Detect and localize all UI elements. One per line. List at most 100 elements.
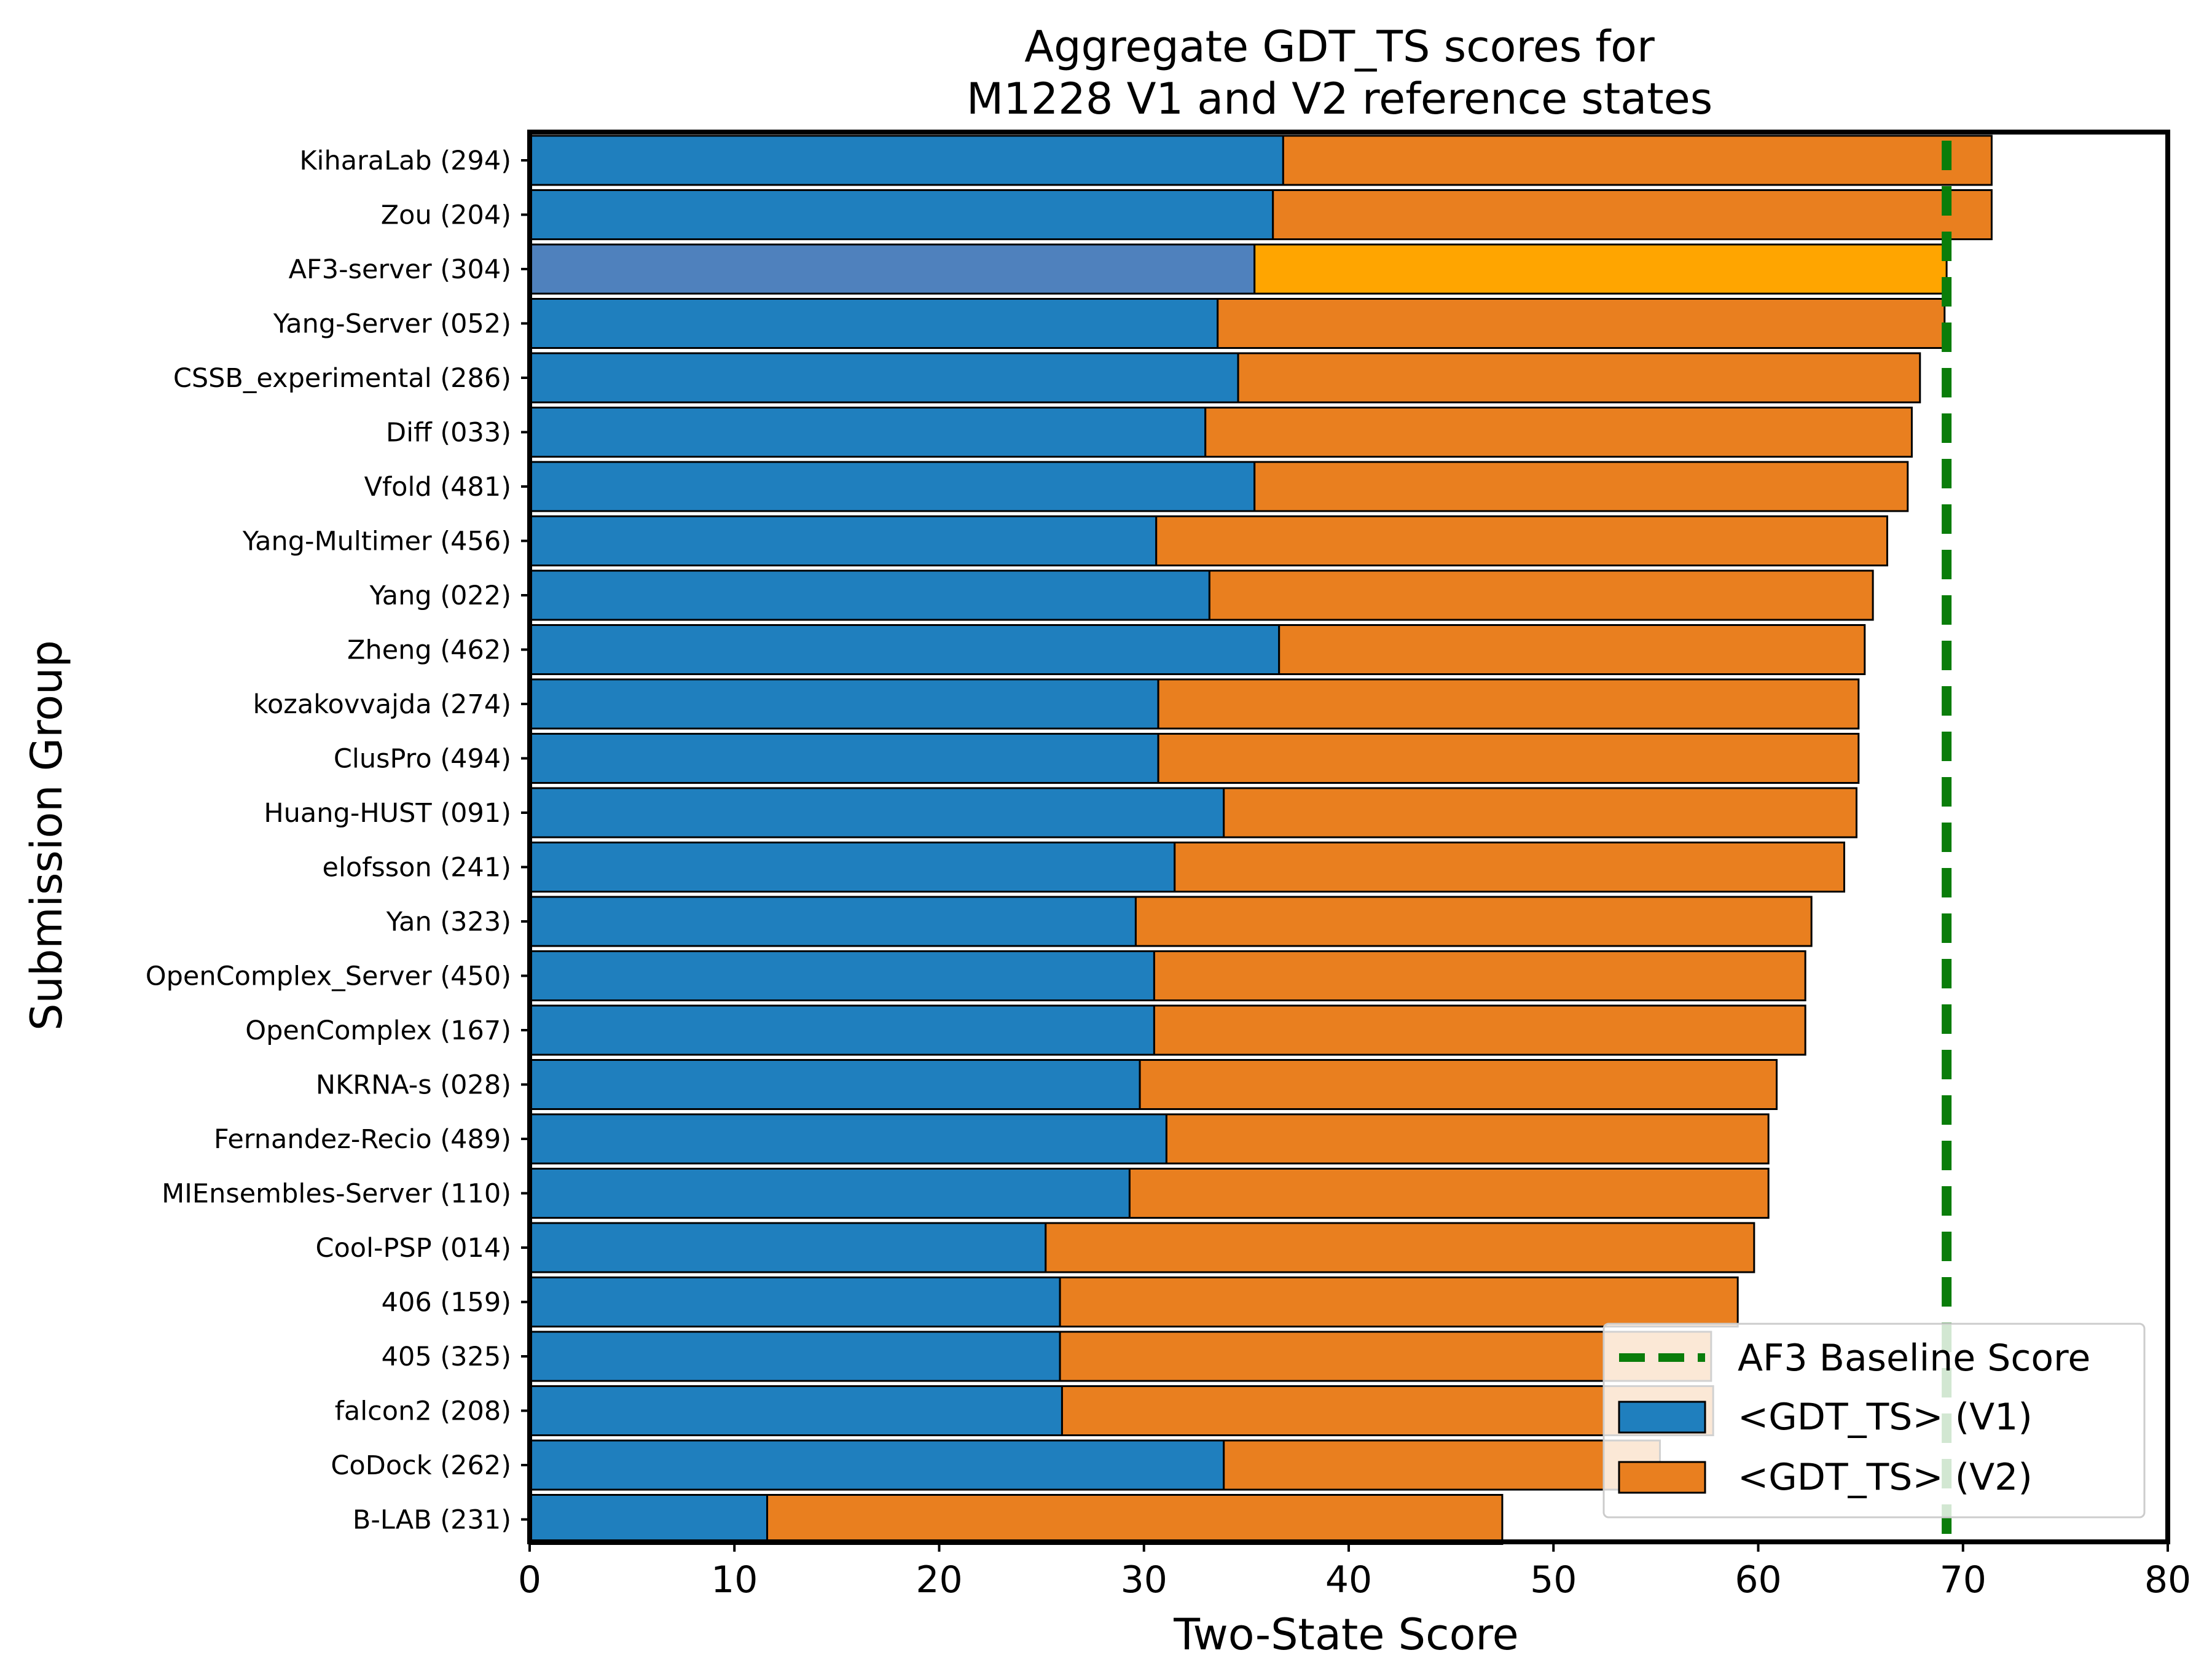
- bar-v2: [1282, 135, 1993, 186]
- y-tick-label: Cool-PSP (014): [315, 1233, 511, 1264]
- bar-v2: [1165, 1113, 1770, 1165]
- bars-layer: [528, 135, 1993, 1545]
- bar-v2: [1223, 787, 1857, 838]
- bar-v1: [528, 950, 1155, 1001]
- bar-v2: [1223, 1439, 1661, 1491]
- bar-v2: [1237, 352, 1921, 404]
- bar-v2: [1139, 1059, 1778, 1110]
- bar-v2: [1134, 896, 1813, 947]
- y-axis-title: Submission Group: [22, 640, 72, 1031]
- y-tick-label: CSSB_experimental (286): [173, 363, 511, 394]
- x-tick-label: 30: [1121, 1558, 1167, 1601]
- bar-v2: [1059, 1331, 1712, 1382]
- bar-v2: [1208, 569, 1874, 621]
- y-tick-label: Yang (022): [369, 580, 511, 611]
- x-tick-label: 0: [518, 1558, 541, 1601]
- bar-v1: [528, 678, 1159, 730]
- legend-label-v1: <GDT_TS> (V1): [1738, 1396, 2033, 1439]
- x-axis-title: Two-State Score: [1173, 1609, 1518, 1660]
- bar-v1: [528, 1276, 1061, 1327]
- bar-v1: [528, 189, 1274, 240]
- x-tick-label: 50: [1530, 1558, 1577, 1601]
- bar-v1: [528, 1059, 1141, 1110]
- y-tick-label: Huang-HUST (091): [264, 798, 511, 829]
- legend-v1-swatch: [1618, 1401, 1706, 1434]
- y-tick-label: OpenComplex_Server (450): [146, 961, 511, 992]
- y-tick-label: Yang-Multimer (456): [242, 526, 511, 557]
- bar-v2: [1045, 1222, 1755, 1273]
- y-tick-label: MIEnsembles-Server (110): [162, 1179, 511, 1210]
- bar-v1: [528, 569, 1210, 621]
- bar-v1: [528, 733, 1159, 784]
- bar-v1: [528, 243, 1256, 295]
- bar-v1: [528, 624, 1281, 675]
- bar-v2: [766, 1494, 1504, 1545]
- bar-v1: [528, 298, 1219, 349]
- y-tick-label: Zou (204): [381, 200, 511, 231]
- x-tick-label: 10: [711, 1558, 758, 1601]
- legend-box: [1602, 1323, 2146, 1519]
- y-tick-label: ClusPro (494): [334, 744, 511, 775]
- y-tick-label: AF3-server (304): [289, 254, 511, 285]
- bar-v2: [1157, 733, 1860, 784]
- bar-v1: [528, 135, 1284, 186]
- bar-v1: [528, 407, 1207, 458]
- bar-v1: [528, 896, 1137, 947]
- y-tick-label: elofsson (241): [322, 853, 511, 883]
- y-tick-label: KiharaLab (294): [299, 146, 511, 176]
- y-tick-label: Yan (323): [386, 907, 511, 937]
- y-tick-label: Fernandez-Recio (489): [214, 1124, 511, 1155]
- y-tick-label: NKRNA-s (028): [316, 1070, 511, 1101]
- bar-v1: [528, 352, 1239, 404]
- bar-v2: [1153, 1004, 1806, 1056]
- bar-v1: [528, 1004, 1155, 1056]
- bar-v2: [1155, 515, 1888, 566]
- y-tick-label: CoDock (262): [331, 1450, 511, 1481]
- bar-v2: [1272, 189, 1993, 240]
- y-tick-label: Diff (033): [386, 418, 511, 448]
- bar-v2: [1128, 1168, 1770, 1219]
- y-tick-label: falcon2 (208): [335, 1396, 511, 1427]
- y-tick-labels: KiharaLab (294) Zou (204) AF3-server (304)…: [146, 146, 530, 1536]
- bar-v2: [1253, 461, 1909, 512]
- legend-label-v2: <GDT_TS> (V2): [1738, 1456, 2033, 1499]
- bar-v1: [528, 1494, 769, 1545]
- bar-v1: [528, 842, 1176, 893]
- bar-v2: [1217, 298, 1946, 349]
- bar-v2: [1278, 624, 1866, 675]
- bar-v1: [528, 1439, 1225, 1491]
- bar-v2: [1153, 950, 1806, 1001]
- bar-v2: [1157, 678, 1860, 730]
- x-tick-label: 60: [1735, 1558, 1781, 1601]
- bar-v2: [1059, 1276, 1739, 1327]
- bar-v1: [528, 1168, 1131, 1219]
- legend-v2-swatch: [1618, 1461, 1706, 1494]
- bar-v2: [1253, 243, 1948, 295]
- bar-v1: [528, 787, 1225, 838]
- legend: AF3 Baseline Score <GDT_TS> (V1) <GDT_TS…: [1602, 1323, 2146, 1519]
- bar-v2: [1174, 842, 1845, 893]
- y-tick-label: Zheng (462): [347, 635, 511, 666]
- y-tick-label: B-LAB (231): [353, 1505, 511, 1536]
- bar-v1: [528, 1385, 1063, 1436]
- bar-v2: [1204, 407, 1913, 458]
- bar-v1: [528, 515, 1158, 566]
- bar-v1: [528, 1222, 1047, 1273]
- y-tick-label: Yang-Server (052): [273, 309, 511, 340]
- y-tick-label: 406 (159): [382, 1288, 511, 1318]
- x-tick-label: 80: [2144, 1558, 2191, 1601]
- chart-title: Aggregate GDT_TS scores for M1228 V1 and…: [967, 22, 1712, 124]
- y-tick-label: kozakovvajda (274): [253, 689, 511, 720]
- chart-title-line-1: Aggregate GDT_TS scores for: [1024, 22, 1655, 72]
- bar-v1: [528, 1331, 1061, 1382]
- x-axis: 0 10 20 30 40 50 60 70 80: [518, 1542, 2191, 1601]
- legend-label-baseline: AF3 Baseline Score: [1738, 1337, 2090, 1380]
- bar-v1: [528, 461, 1256, 512]
- x-tick-label: 70: [1940, 1558, 1986, 1601]
- chart-title-line-2: M1228 V1 and V2 reference states: [967, 74, 1712, 124]
- bar-v1: [528, 1113, 1167, 1165]
- y-tick-label: OpenComplex (167): [245, 1015, 511, 1046]
- y-tick-label: 405 (325): [382, 1342, 511, 1372]
- x-tick-label: 20: [916, 1558, 962, 1601]
